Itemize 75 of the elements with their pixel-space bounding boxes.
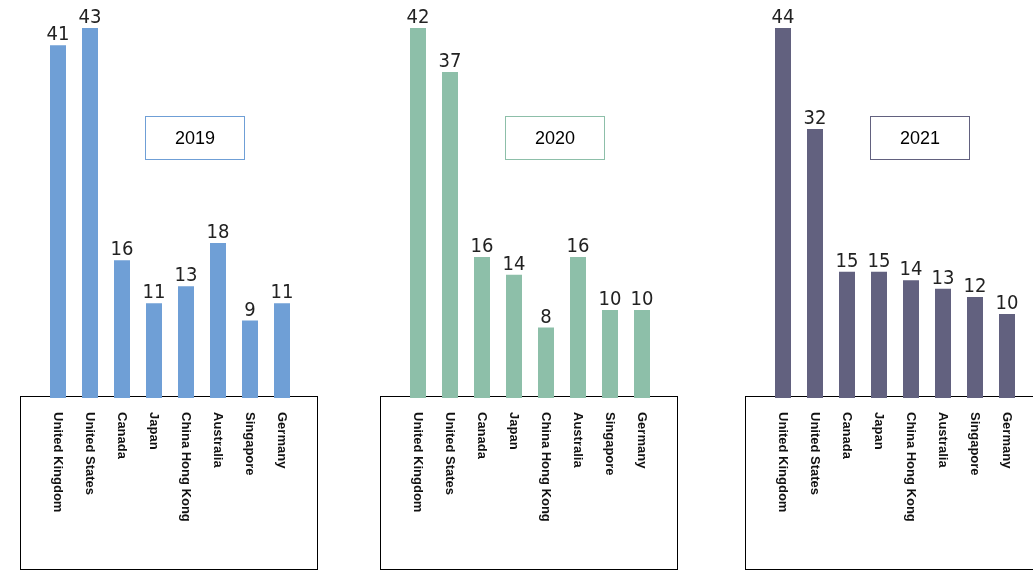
data-label: 14 — [899, 256, 923, 281]
x-tick-label: Australia — [210, 412, 226, 469]
bar — [570, 257, 586, 398]
x-tick-label: China Hong Kong — [178, 412, 194, 522]
bar — [967, 297, 983, 398]
bar — [807, 128, 823, 398]
x-tick-label: Japan — [146, 412, 162, 450]
bar — [274, 303, 290, 398]
data-label: 18 — [206, 219, 230, 244]
bar — [839, 271, 855, 398]
x-tick-label: Japan — [871, 412, 887, 450]
bar — [82, 28, 98, 398]
x-tick-label: Germany — [634, 412, 650, 470]
data-label: 10 — [598, 285, 622, 310]
bar — [903, 280, 919, 398]
data-label: 15 — [835, 247, 859, 272]
data-label: 13 — [931, 264, 955, 289]
data-label: 37 — [438, 48, 462, 73]
bar — [114, 260, 130, 398]
title-frame: 2020 — [505, 116, 605, 160]
x-tick-label: Singapore — [602, 412, 618, 476]
bar — [602, 309, 618, 398]
x-tick-label: Singapore — [967, 412, 983, 476]
x-tick-label: China Hong Kong — [903, 412, 919, 522]
bar — [775, 28, 791, 398]
bar — [50, 45, 66, 398]
bar — [999, 313, 1015, 398]
x-tick-label: United Kingdom — [410, 412, 426, 513]
data-label: 15 — [867, 247, 891, 272]
data-label: 16 — [470, 233, 494, 258]
bar — [935, 288, 951, 398]
title-frame: 2019 — [145, 116, 245, 160]
x-tick-label: Singapore — [242, 412, 258, 476]
x-tick-label: Australia — [570, 412, 586, 469]
x-tick-label: United States — [807, 412, 823, 496]
x-tick-label: United States — [442, 412, 458, 496]
x-tick-label: Germany — [274, 412, 290, 470]
data-label: 16 — [110, 236, 134, 261]
x-tick-label: United Kingdom — [50, 412, 66, 513]
data-label: 10 — [995, 289, 1019, 314]
bar — [871, 271, 887, 398]
bar — [146, 303, 162, 398]
bar — [210, 243, 226, 398]
bar — [538, 327, 554, 398]
bar — [506, 274, 522, 398]
x-tick-label: Canada — [839, 412, 855, 460]
x-tick-label: Canada — [474, 412, 490, 460]
data-label: 41 — [46, 21, 70, 46]
x-tick-label: Australia — [935, 412, 951, 469]
bar — [242, 320, 258, 398]
bar — [410, 28, 426, 398]
x-tick-label: Japan — [506, 412, 522, 450]
x-tick-label: China Hong Kong — [538, 412, 554, 522]
data-label: 43 — [78, 4, 102, 28]
data-label: 14 — [502, 250, 526, 275]
bar — [442, 72, 458, 398]
title-frame: 2021 — [870, 116, 970, 160]
data-label: 12 — [963, 273, 987, 298]
data-label: 9 — [244, 296, 256, 321]
data-label: 10 — [630, 285, 654, 310]
bar — [178, 286, 194, 398]
data-label: 42 — [406, 4, 430, 28]
x-tick-label: Canada — [114, 412, 130, 460]
x-tick-label: United Kingdom — [775, 412, 791, 513]
data-label: 11 — [270, 279, 294, 304]
data-label: 13 — [174, 262, 198, 287]
x-tick-label: Germany — [999, 412, 1015, 470]
bar — [634, 309, 650, 398]
data-label: 32 — [803, 104, 827, 129]
x-tick-label: United States — [82, 412, 98, 496]
data-label: 44 — [771, 4, 795, 28]
data-label: 8 — [540, 303, 552, 328]
data-label: 16 — [566, 233, 590, 258]
bar — [474, 257, 490, 398]
data-label: 11 — [142, 279, 166, 304]
